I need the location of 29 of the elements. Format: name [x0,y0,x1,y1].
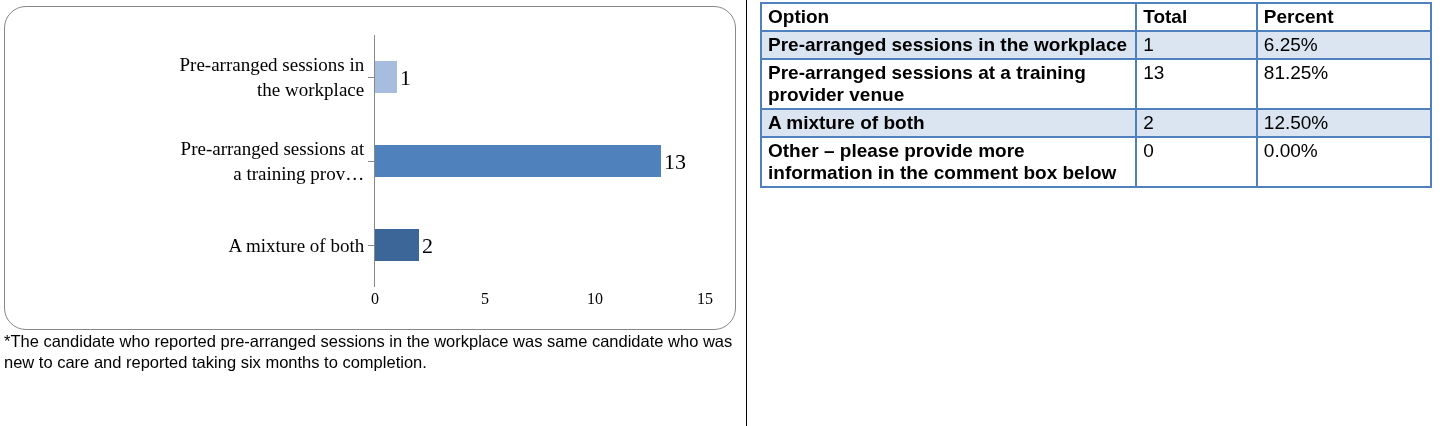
x-tick-label: 0 [371,290,379,307]
data-label: 12.50% [1256,109,1431,137]
data-label: 13 [664,148,686,174]
bar [375,61,397,93]
data-label: 1 [400,64,411,90]
data-label: 0.00% [1256,137,1431,187]
data-label: 0 [1136,137,1257,187]
data-label: 2 [1136,109,1257,137]
category-label: Pre-arranged sessions at a training provider venue [761,59,1137,109]
y-tick-label: A mixture of both [228,234,365,256]
text: *The candidate who reported pre-arranged sessions in the workplace was same candidate who was new to care and reported taking six months to completion. [4,331,734,373]
series-label: Percent [1256,3,1431,31]
x-tick-label: 5 [481,290,489,307]
data-label: 2 [422,232,433,258]
series-label: Total [1136,3,1257,31]
bar [375,229,419,261]
data-label: 1 [1136,31,1257,59]
y-tick-label: Pre-arranged sessions at a training prov… [180,138,365,184]
data-label: 81.25% [1256,59,1431,109]
x-tick-label: 10 [587,290,603,307]
y-tick-label: Pre-arranged sessions in the workplace [179,54,365,100]
data-label: 6.25% [1256,31,1431,59]
bar [375,145,661,177]
text: Option [761,3,1137,31]
category-label: Other – please provide more information in the comment box below [761,137,1137,187]
x-tick-label: 15 [697,290,713,307]
data-label: 13 [1136,59,1257,109]
category-label: Pre-arranged sessions in the workplace [761,31,1137,59]
category-label: A mixture of both [761,109,1137,137]
